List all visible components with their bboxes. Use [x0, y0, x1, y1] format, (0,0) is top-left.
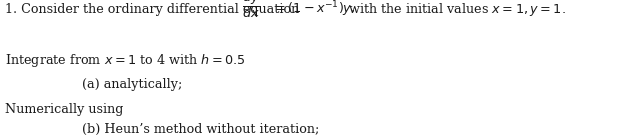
Text: $= (1-x^{-1})y,$: $= (1-x^{-1})y,$	[272, 0, 355, 19]
Text: (b) Heun’s method without iteration;: (b) Heun’s method without iteration;	[82, 123, 319, 136]
Text: $\dfrac{dy}{dx}$: $\dfrac{dy}{dx}$	[242, 0, 260, 20]
Text: Integrate from $x = 1$ to 4 with $h = 0.5$: Integrate from $x = 1$ to 4 with $h = 0.…	[5, 52, 246, 69]
Text: (a) analytically;: (a) analytically;	[82, 78, 182, 91]
Text: with the initial values $x = 1, y = 1.$: with the initial values $x = 1, y = 1.$	[340, 1, 565, 18]
Text: Numerically using: Numerically using	[5, 103, 123, 116]
Text: 1. Consider the ordinary differential equation: 1. Consider the ordinary differential eq…	[5, 3, 303, 16]
